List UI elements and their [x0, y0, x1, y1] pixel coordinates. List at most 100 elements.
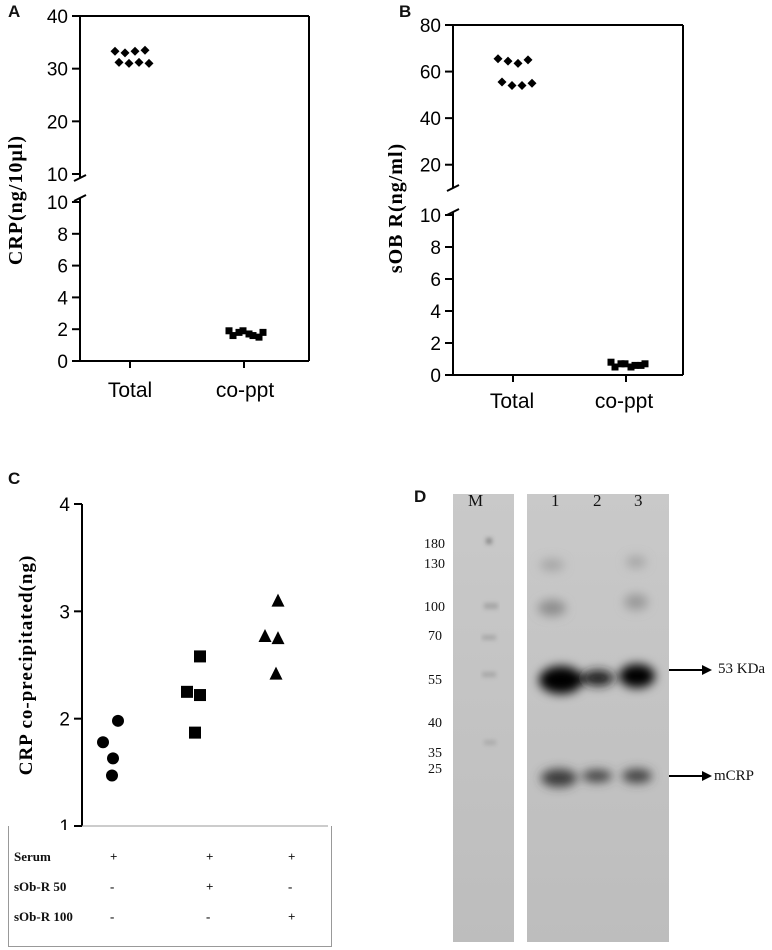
mw-marker-130: 130: [424, 557, 445, 572]
B-point-total: [507, 81, 517, 91]
panel-label-a: A: [8, 2, 21, 21]
B-point-coppt: [641, 360, 649, 368]
B-y-tick-label: 60: [420, 63, 441, 84]
mw-marker-25: 25: [428, 762, 442, 777]
chart-c-point-square: [194, 689, 206, 702]
chart-c-point-square: [194, 650, 206, 663]
arrow-mcrp-head: [702, 771, 712, 781]
B-point-total: [497, 77, 507, 87]
chart-b: sOB R(ng/ml) 0 2 4 6 8 10 20 40 60 80 Total co-pp…: [385, 16, 684, 413]
condition-value: +: [206, 879, 214, 894]
chart-c-point-circle: [107, 752, 119, 765]
chart-c-point-triangle: [258, 629, 272, 643]
B-y-tick-label: 10: [420, 206, 441, 227]
A-point-coppt: [229, 332, 237, 340]
condition-value: +: [288, 909, 296, 924]
B-point-coppt: [611, 363, 619, 371]
condition-label: sOb-R 100: [14, 909, 73, 924]
A-y-tick-label: 30: [47, 60, 68, 81]
chart-b-ylabel: sOB R(ng/ml): [385, 143, 407, 273]
chart-b-category-coppt: co-ppt: [595, 390, 654, 413]
chart-c-ylabel: CRP co-precipitated(ng): [16, 555, 37, 776]
lane-label-2: 2: [593, 491, 602, 510]
chart-a-category-total: Total: [108, 379, 152, 402]
condition-table-box: [8, 826, 332, 947]
mw-marker-100: 100: [424, 600, 445, 615]
A-axis-break: [73, 194, 87, 202]
mw-marker-70: 70: [428, 629, 442, 644]
panel-label-c: C: [8, 469, 21, 488]
condition-row-sob-r-100: sOb-R 100 - - +: [14, 902, 314, 932]
condition-row-serum: Serum + + +: [14, 842, 314, 872]
chart-c-point-triangle: [271, 593, 285, 607]
condition-value: -: [288, 879, 293, 894]
condition-table: Serum + + + sOb-R 50 - + - sOb-R 100 - -…: [14, 842, 314, 932]
chart-a-plot: 0 2 4 6 8 10 10 20 30 40: [47, 7, 310, 373]
chart-a-ylabel: CRP(ng/10µl): [5, 135, 27, 265]
B-point-coppt: [621, 360, 629, 368]
B-axis-break: [446, 208, 460, 216]
A-y-tick-label: 2: [57, 320, 68, 341]
A-point-coppt: [225, 327, 233, 335]
chart-b-category-total: Total: [490, 390, 534, 413]
chart-c-y-tick-label: 4: [59, 495, 70, 516]
condition-label: sOb-R 50: [14, 879, 67, 894]
condition-value: -: [110, 879, 115, 894]
B-point-total: [503, 56, 513, 66]
B-point-total: [527, 78, 537, 88]
blot-bands: [538, 556, 655, 787]
chart-c-point-square: [189, 726, 201, 739]
panel-label-b: B: [399, 2, 412, 21]
B-y-tick-label: 80: [420, 16, 441, 37]
lane-label-1: 1: [551, 491, 560, 510]
chart-a-category-coppt: co-ppt: [216, 379, 275, 402]
B-y-tick-label: 6: [430, 270, 441, 291]
A-point-total: [130, 46, 140, 56]
chart-c-point-circle: [97, 736, 109, 749]
lane-label-3: 3: [634, 491, 643, 510]
condition-label: Serum: [14, 849, 51, 864]
A-point-coppt: [245, 330, 253, 338]
condition-value: +: [288, 849, 296, 864]
B-point-coppt: [627, 363, 635, 371]
B-axis-break: [446, 184, 460, 192]
chart-c-point-square: [181, 685, 193, 698]
condition-value: +: [206, 849, 214, 864]
arrow-53kda-head: [702, 665, 712, 675]
chart-c-plot: 1 2 3 4: [59, 495, 328, 830]
annotation-53kda: 53 KDa: [718, 661, 766, 677]
chart-c-point-circle: [106, 769, 118, 782]
A-point-total: [110, 46, 120, 56]
B-y-tick-label: 20: [420, 156, 441, 177]
mw-marker-35: 35: [428, 746, 442, 761]
A-point-total: [120, 48, 130, 58]
B-point-coppt: [637, 361, 645, 369]
A-y-tick-label: 4: [57, 288, 68, 309]
B-point-total: [493, 54, 503, 64]
A-point-total: [134, 57, 144, 67]
B-y-tick-label: 8: [430, 238, 441, 259]
mw-marker-180: 180: [424, 537, 445, 552]
A-axis-break: [73, 174, 87, 182]
B-y-tick-label: 0: [430, 366, 441, 387]
mw-marker-40: 40: [428, 716, 442, 731]
chart-c-y-tick-label: 1: [59, 817, 70, 830]
annotation-mcrp: mCRP: [714, 768, 755, 784]
chart-c-point-triangle: [269, 666, 283, 680]
A-point-total: [140, 45, 150, 55]
blot-marker-lane-gel: [453, 494, 514, 942]
chart-b-plot: 0 2 4 6 8 10 20 40 60 80: [420, 16, 684, 387]
A-y-tick-label: 20: [47, 112, 68, 133]
A-point-total: [114, 57, 124, 67]
condition-row-sob-r-50: sOb-R 50 - + -: [14, 872, 314, 902]
A-point-coppt: [235, 328, 243, 336]
B-point-total: [517, 81, 527, 91]
B-y-tick-label: 4: [430, 302, 441, 323]
B-point-total: [513, 58, 523, 68]
A-y-tick-label: 6: [57, 257, 68, 278]
chart-c-point-triangle: [271, 631, 285, 645]
A-point-total: [124, 58, 134, 68]
A-point-coppt: [259, 328, 267, 336]
A-point-coppt: [239, 327, 247, 335]
B-point-coppt: [631, 361, 639, 369]
